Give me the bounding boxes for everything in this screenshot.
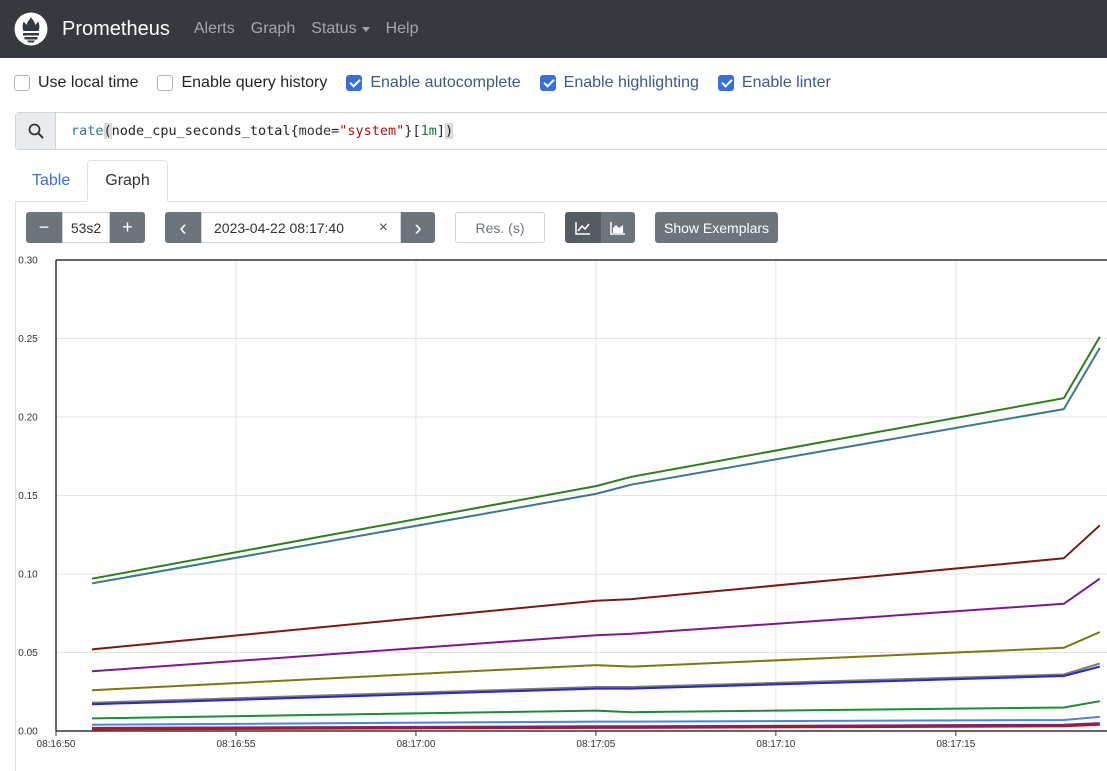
option-label: Enable linter xyxy=(741,74,831,91)
x-tick-label: 08:16:55 xyxy=(216,739,255,750)
end-time-input[interactable]: 2023-04-22 08:17:40 × xyxy=(201,212,401,243)
option-enable-highlighting[interactable]: Enable highlighting xyxy=(539,74,699,92)
option-enable-query-history[interactable]: Enable query history xyxy=(157,74,327,92)
y-tick-label: 0.00 xyxy=(18,727,38,738)
checkbox-enable-linter[interactable] xyxy=(717,75,734,91)
next-time-button[interactable]: › xyxy=(401,212,435,243)
range-input-group: − 53s2 + xyxy=(26,212,145,243)
series-line-10 xyxy=(91,723,1100,731)
option-label: Enable autocomplete xyxy=(370,74,521,91)
expr-duration: 1m xyxy=(420,123,437,139)
previous-time-button[interactable]: ‹ xyxy=(165,212,201,243)
line-chart-icon xyxy=(575,221,590,235)
y-tick-label: 0.15 xyxy=(18,491,38,502)
option-enable-linter[interactable]: Enable linter xyxy=(717,74,831,92)
show-exemplars-button[interactable]: Show Exemplars xyxy=(655,212,779,243)
y-tick-label: 0.05 xyxy=(18,648,38,659)
tabs: Table Graph xyxy=(15,160,168,202)
option-enable-autocomplete[interactable]: Enable autocomplete xyxy=(346,74,521,92)
expr-brace-open: { xyxy=(290,123,299,139)
top-navbar: Prometheus Alerts Graph Status Help xyxy=(0,0,1107,58)
line-chart-button[interactable] xyxy=(565,212,601,243)
chart-type-group xyxy=(565,212,635,243)
series-line-8 xyxy=(91,715,1100,726)
option-label: Enable query history xyxy=(181,74,328,91)
resolution-input[interactable]: Res. (s) xyxy=(455,212,545,243)
checkbox-enable-highlighting[interactable] xyxy=(539,75,556,91)
expr-metric: node_cpu_seconds_total xyxy=(111,123,291,139)
series-line-9 xyxy=(91,722,1100,729)
tab-graph[interactable]: Graph xyxy=(87,160,168,202)
y-tick-label: 0.20 xyxy=(18,413,38,424)
series-line-7 xyxy=(91,700,1100,720)
x-tick-label: 08:17:10 xyxy=(756,739,795,750)
panel-border xyxy=(15,201,16,771)
option-label: Enable highlighting xyxy=(563,74,699,91)
expr-close-paren: ) xyxy=(444,123,454,139)
brand-name: Prometheus xyxy=(62,17,170,40)
expr-label-value: "system" xyxy=(339,123,405,139)
expr-range-close: ] xyxy=(436,123,445,139)
options-row: Use local time Enable query history Enab… xyxy=(14,74,850,92)
brand[interactable]: Prometheus xyxy=(14,12,170,46)
expr-open-paren: ( xyxy=(103,123,112,139)
series-line-2 xyxy=(91,524,1101,651)
x-tick-label: 08:17:15 xyxy=(936,739,975,750)
nav-link-graph[interactable]: Graph xyxy=(250,20,296,37)
search-icon[interactable] xyxy=(16,113,56,149)
checkbox-enable-autocomplete[interactable] xyxy=(346,75,363,91)
expression-input[interactable]: rate(node_cpu_seconds_total{mode = "system… xyxy=(15,112,1107,150)
expr-label-name: mode xyxy=(298,123,332,139)
option-use-local-time[interactable]: Use local time xyxy=(14,74,138,92)
end-time-value: 2023-04-22 08:17:40 xyxy=(214,219,344,236)
expression-text[interactable]: rate(node_cpu_seconds_total{mode = "system… xyxy=(56,113,454,149)
clear-time-icon[interactable]: × xyxy=(378,218,388,236)
tab-divider xyxy=(15,201,1107,202)
expr-eq: = xyxy=(331,123,340,139)
nav-link-help[interactable]: Help xyxy=(385,20,419,37)
expr-function: rate xyxy=(71,123,104,139)
range-input[interactable]: 53s2 xyxy=(62,212,110,243)
nav-link-alerts[interactable]: Alerts xyxy=(193,20,235,37)
x-tick-label: 08:16:50 xyxy=(37,739,76,750)
series-line-4 xyxy=(91,631,1101,692)
x-tick-label: 08:17:05 xyxy=(576,739,615,750)
stacked-chart-button[interactable] xyxy=(601,212,635,243)
series-line-6 xyxy=(91,665,1101,706)
series-line-3 xyxy=(91,577,1101,673)
expr-brace-close: } xyxy=(404,123,413,139)
y-tick-label: 0.30 xyxy=(18,256,38,267)
expr-range-open: [ xyxy=(412,123,421,139)
end-time-input-group: ‹ 2023-04-22 08:17:40 × › xyxy=(165,212,435,243)
nav-link-status[interactable]: Status xyxy=(311,20,370,38)
increase-range-button[interactable]: + xyxy=(110,212,145,243)
series-line-1 xyxy=(91,347,1101,585)
series-line-0 xyxy=(91,336,1101,580)
x-tick-label: 08:17:00 xyxy=(396,739,435,750)
prometheus-logo-icon xyxy=(14,12,48,46)
checkbox-enable-query-history[interactable] xyxy=(157,75,174,91)
graph-chart[interactable]: 0.00 0.05 0.10 0.15 0.20 0.25 0.30 08:16:50 08:1… xyxy=(0,250,1107,766)
tab-table[interactable]: Table xyxy=(32,172,71,189)
caret-down-icon xyxy=(361,26,370,32)
decrease-range-button[interactable]: − xyxy=(26,212,62,243)
option-label: Use local time xyxy=(38,74,139,91)
y-tick-label: 0.10 xyxy=(18,570,38,581)
nav-link-status-label: Status xyxy=(311,20,357,37)
area-chart-icon xyxy=(610,221,625,235)
y-tick-label: 0.25 xyxy=(18,334,38,345)
series-line-5 xyxy=(91,662,1101,704)
checkbox-use-local-time[interactable] xyxy=(14,75,30,91)
